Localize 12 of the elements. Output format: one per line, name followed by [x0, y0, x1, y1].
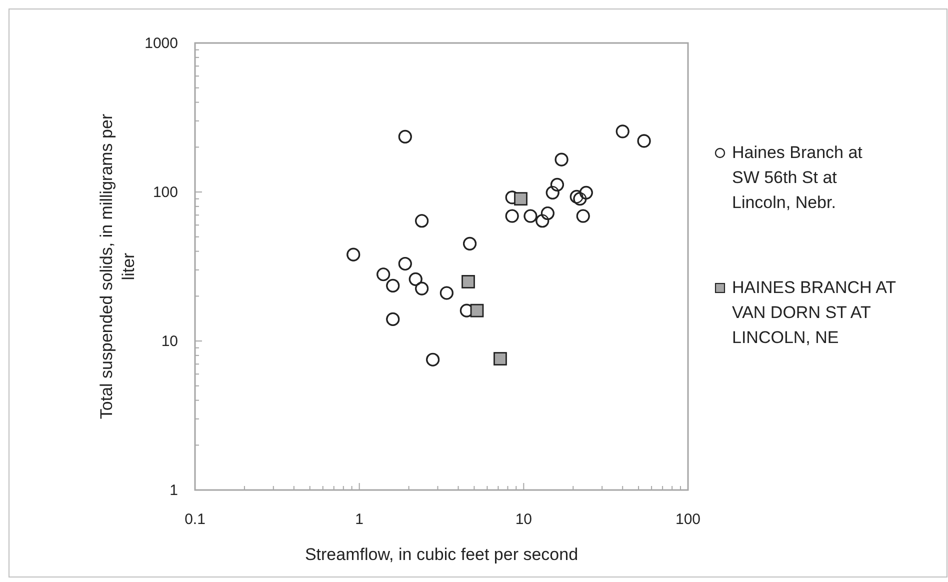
x-tick-label: 10	[515, 511, 532, 528]
y-tick-label: 100	[152, 184, 178, 201]
legend-label: HAINES BRANCH AT VAN DORN ST AT LINCOLN, NE	[732, 278, 896, 347]
x-axis-title: Streamflow, in cubic feet per second	[304, 545, 578, 564]
x-tick-label: 0.1	[184, 511, 206, 528]
y-tick-label: 1000	[144, 35, 178, 52]
x-tick-label: 1	[355, 511, 364, 528]
x-tick-label: 100	[675, 511, 701, 528]
y-axis-title: Total suspended solids, in milligrams per liter	[97, 114, 138, 420]
y-tick-label: 1	[170, 482, 178, 499]
legend-label: Haines Branch at SW 56th St at Lincoln, Nebr.	[732, 143, 863, 212]
y-tick-label: 10	[161, 333, 178, 350]
